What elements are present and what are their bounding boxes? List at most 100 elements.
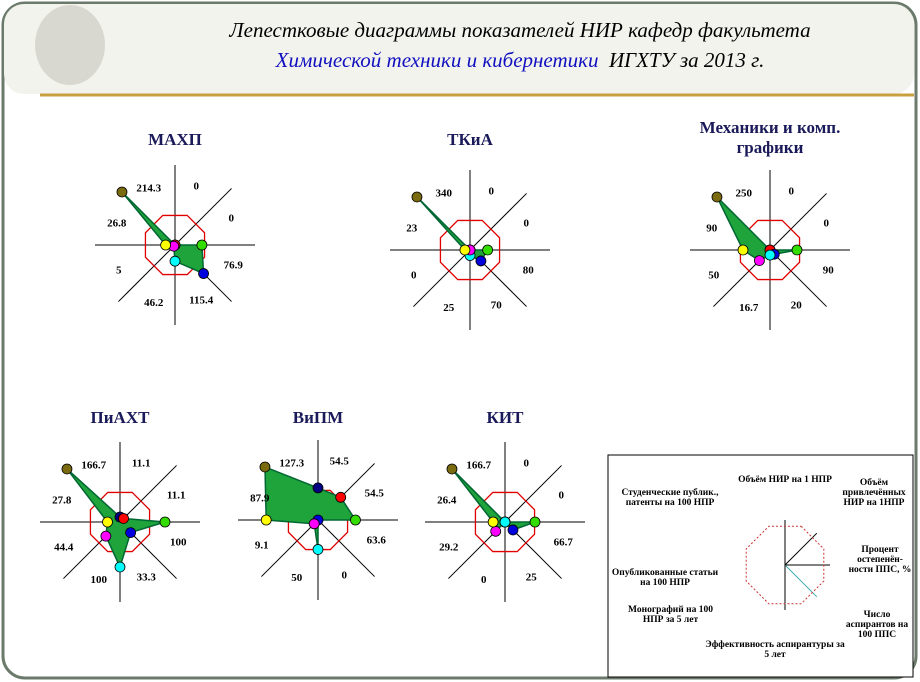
value-label: 0 (523, 457, 529, 469)
value-label: 80 (523, 265, 535, 277)
radar-point (475, 255, 487, 267)
value-label: 26.4 (437, 494, 457, 506)
legend-axis (784, 564, 818, 598)
radar-point (160, 239, 172, 251)
header-band (4, 4, 914, 94)
radar-axis (261, 519, 319, 577)
radar-point (487, 516, 499, 528)
radar-point (102, 516, 113, 528)
radar-point (446, 463, 458, 475)
radar-point (159, 516, 171, 528)
legend-axis-label: Процент остепенён-ности ППС, % (848, 545, 912, 575)
radar-point (114, 561, 126, 573)
radar-point (764, 249, 776, 261)
value-label: 27.8 (52, 494, 72, 506)
value-label: 0 (823, 217, 829, 229)
radar-point (737, 244, 749, 256)
radar-point (169, 255, 181, 267)
value-label: 33.3 (137, 572, 157, 584)
value-label: 20 (791, 300, 803, 312)
value-label: 29.2 (439, 542, 459, 554)
radar-point (61, 463, 73, 475)
radar-point (459, 244, 471, 256)
radar-point (711, 191, 723, 203)
title-black: ИГХТУ за 2013 г. (608, 48, 765, 72)
value-label: 214.3 (136, 182, 161, 194)
value-label: 0 (411, 270, 417, 282)
radar-axis (769, 193, 827, 251)
value-label: 63.6 (367, 535, 387, 547)
value-label: 25 (526, 572, 538, 584)
chart-title: ПиАХТ (90, 408, 150, 427)
value-label: 0 (558, 489, 564, 501)
radar-axis (317, 519, 375, 577)
value-label: 0 (523, 217, 529, 229)
radar-axis (504, 465, 562, 523)
radar-point (791, 244, 803, 256)
legend-axis-label: Объём НИР на 1 НПР (738, 475, 832, 485)
radar-point (100, 530, 112, 542)
legend-axis-label: Студенческие публик., патенты на 100 НПР (621, 488, 719, 508)
legend-octagon (745, 525, 825, 605)
value-label: 50 (291, 572, 303, 584)
value-label: 0 (488, 185, 494, 197)
value-label: 127.3 (279, 457, 304, 469)
value-label: 100 (91, 574, 108, 586)
value-label: 54.5 (330, 455, 350, 467)
title-line1: Лепестковые диаграммы показателей НИР ка… (229, 18, 811, 42)
value-label: 0 (341, 570, 347, 582)
legend-axis (784, 532, 818, 566)
value-label: 0 (481, 574, 487, 586)
radar-point (125, 527, 136, 538)
radar-area (416, 196, 489, 262)
value-label: 54.5 (365, 487, 385, 499)
radar-axis (469, 193, 527, 251)
radar-point (507, 524, 519, 536)
radar-point (482, 244, 494, 256)
value-label: 5 (116, 265, 122, 277)
value-label: 166.7 (81, 459, 106, 471)
value-label: 11.1 (167, 489, 186, 501)
value-label: 11.1 (132, 457, 151, 469)
radar-point (260, 514, 272, 526)
radar-point (312, 482, 324, 494)
value-label: 166.7 (466, 459, 491, 471)
radar-point (411, 191, 423, 203)
value-label: 70 (491, 300, 503, 312)
value-label: 50 (708, 270, 720, 282)
radar-point (196, 239, 208, 251)
value-label: 46.2 (144, 297, 164, 309)
radar-area (121, 191, 205, 275)
radar-axis (769, 249, 827, 307)
value-label: 44.4 (54, 542, 74, 554)
radar-point (753, 255, 765, 267)
value-label: 100 (170, 537, 187, 549)
radar-point (350, 514, 361, 526)
radar-area (716, 196, 798, 262)
value-label: 0 (193, 180, 199, 192)
value-label: 340 (436, 187, 453, 199)
radar-axis (118, 244, 176, 302)
title-line2: Химической техники и кибернетики ИГХТУ з… (150, 48, 890, 73)
chart-title: МАХП (148, 130, 202, 149)
value-label: 23 (406, 222, 418, 234)
radar-point (490, 525, 502, 537)
chart-title: КИТ (486, 408, 524, 427)
title-blue: Химической техники и кибернетики (275, 48, 599, 72)
value-label: 87.9 (250, 492, 270, 504)
legend-axis-label: Число аспирантов на 100 ППС (845, 610, 909, 640)
radar-point (529, 516, 541, 528)
radar-point (116, 186, 128, 198)
value-label: 16.7 (739, 302, 759, 314)
reference-octagon (439, 219, 501, 281)
radar-point (312, 544, 324, 555)
legend-axis-label: Монографий на 100 НПР за 5 лет (628, 605, 713, 625)
value-label: 250 (736, 187, 753, 199)
legend-box (607, 454, 914, 678)
header-image (35, 5, 105, 85)
chart-title: ВиПМ (292, 408, 344, 427)
radar-point (499, 516, 511, 528)
